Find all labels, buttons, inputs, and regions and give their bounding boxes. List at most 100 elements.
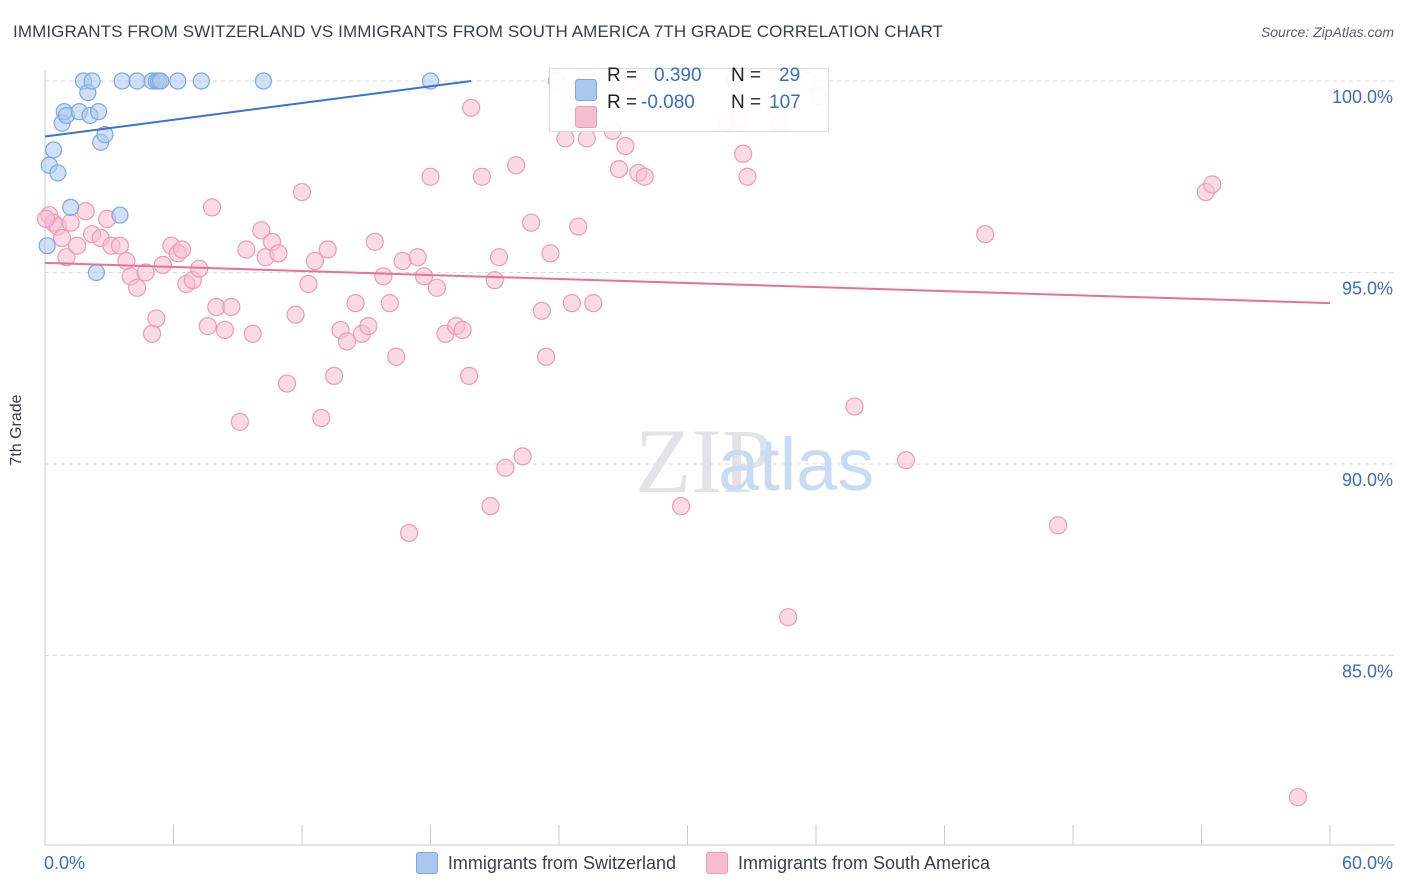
x-tick-label: 0.0%	[44, 853, 85, 873]
legend-item-switzerland[interactable]: Immigrants from Switzerland	[415, 852, 676, 874]
data-point	[584, 294, 603, 313]
data-point	[896, 451, 916, 470]
data-point	[427, 278, 447, 297]
series-switzerland-points	[38, 72, 744, 282]
data-point	[230, 412, 249, 431]
data-point	[472, 167, 491, 186]
data-point	[393, 251, 412, 271]
data-point	[496, 458, 515, 477]
data-point	[387, 347, 406, 366]
data-point	[738, 167, 757, 186]
legend-label-south-america: Immigrants from South America	[737, 852, 991, 873]
trend-line-switzerland	[44, 80, 472, 138]
data-point	[734, 144, 753, 163]
data-point	[237, 240, 256, 259]
data-point	[507, 156, 526, 175]
data-point	[87, 263, 106, 282]
data-point	[522, 213, 541, 232]
data-point	[346, 294, 365, 313]
data-point	[359, 317, 378, 336]
data-point	[562, 294, 581, 313]
south-america-swatch	[575, 106, 597, 128]
n-value-south-america: 107	[769, 92, 801, 113]
data-point	[976, 225, 995, 244]
data-point	[541, 244, 560, 263]
data-point	[269, 244, 288, 263]
data-point	[61, 213, 80, 232]
data-point	[485, 271, 504, 290]
data-point	[277, 374, 297, 393]
data-point	[172, 240, 192, 259]
data-point	[374, 267, 393, 286]
y-tick-label: 90.0%	[1342, 470, 1393, 490]
bottom-legend: Immigrants from Switzerland Immigrants f…	[0, 852, 1406, 874]
data-point	[198, 317, 217, 336]
data-point	[556, 129, 575, 148]
data-point	[513, 447, 532, 466]
data-point	[292, 182, 312, 202]
data-point	[421, 167, 440, 186]
data-point	[202, 198, 222, 217]
data-point	[192, 72, 210, 90]
trend-line-south-america	[44, 261, 1331, 305]
watermark-zip: ZIP	[635, 410, 773, 512]
watermark-atlas: atlas	[718, 423, 874, 506]
data-point	[243, 324, 262, 343]
data-point	[299, 274, 318, 294]
y-tick-label: 85.0%	[1342, 662, 1393, 682]
data-point	[318, 240, 337, 259]
legend-item-south-america[interactable]: Immigrants from South America	[705, 852, 991, 874]
data-point	[671, 497, 691, 516]
source-label: Source: ZipAtlas.com	[1260, 24, 1394, 40]
watermark: ZIP atlas	[635, 410, 874, 512]
data-point	[532, 301, 551, 320]
data-point	[459, 366, 479, 386]
data-point	[365, 232, 384, 251]
data-point	[222, 297, 241, 317]
data-point	[53, 228, 72, 248]
r-label: R =	[607, 65, 638, 86]
legend-swatch-south-america	[705, 852, 728, 874]
data-point	[779, 608, 798, 627]
data-point	[44, 141, 63, 159]
n-label: N =	[731, 92, 762, 113]
data-point	[286, 305, 305, 324]
axis-layer	[44, 70, 1395, 846]
n-value-switzerland: 29	[779, 65, 801, 86]
x-tick-label: 60.0%	[1342, 853, 1393, 873]
stats-legend-box: R = 0.390 N = 29 R = -0.080 N = 107	[549, 65, 829, 132]
data-point	[337, 332, 357, 351]
switzerland-swatch	[575, 79, 597, 101]
data-point	[49, 164, 67, 182]
data-point	[117, 251, 136, 271]
data-point	[453, 320, 472, 340]
data-point	[62, 198, 80, 216]
trend-lines	[44, 80, 1331, 305]
y-tick-label: 95.0%	[1342, 279, 1393, 299]
data-point	[481, 497, 500, 516]
data-point	[325, 366, 344, 386]
data-point	[128, 72, 146, 90]
data-point	[1048, 516, 1068, 535]
data-point	[96, 126, 114, 144]
data-point	[635, 167, 654, 186]
data-point	[83, 72, 101, 90]
legend-swatch-switzerland	[415, 852, 438, 874]
data-point	[136, 263, 155, 282]
data-point	[169, 72, 187, 90]
data-point	[68, 236, 87, 255]
legend-label-switzerland: Immigrants from Switzerland	[447, 852, 676, 873]
data-point	[380, 294, 399, 313]
data-point	[142, 324, 162, 343]
data-point	[252, 221, 271, 240]
data-point	[152, 72, 170, 90]
grid-layer	[45, 80, 1395, 656]
data-point	[76, 202, 95, 221]
data-point	[489, 248, 509, 267]
data-point	[414, 267, 434, 286]
data-point	[38, 237, 56, 255]
data-point	[1288, 788, 1307, 807]
data-point	[616, 137, 635, 156]
data-point	[537, 347, 556, 366]
